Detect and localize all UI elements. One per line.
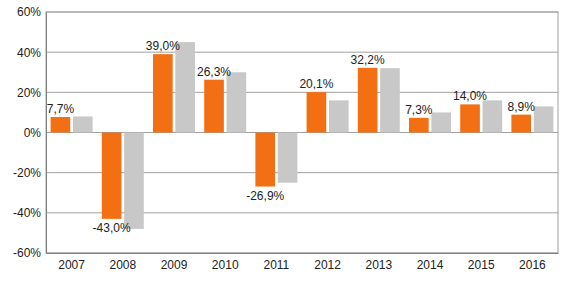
bar (51, 117, 71, 132)
bar (278, 133, 298, 183)
grid-line (46, 52, 558, 53)
x-tick-label: 2015 (468, 258, 495, 272)
x-tick: 2008 (109, 253, 136, 272)
bar (409, 118, 429, 133)
bar (511, 115, 531, 133)
bar (73, 116, 93, 132)
data-label: -43,0% (93, 221, 131, 235)
y-tick: 60% (17, 5, 46, 19)
x-tick-label: 2008 (109, 258, 136, 272)
grid-line (46, 172, 558, 173)
y-axis-line (46, 13, 47, 254)
y-tick: -40% (13, 206, 46, 220)
y-tick-label: -40% (13, 206, 41, 220)
bar (153, 54, 173, 132)
x-tick: 2007 (58, 253, 85, 272)
x-tick: 2012 (314, 253, 341, 272)
x-tick-label: 2010 (212, 258, 239, 272)
bar (175, 42, 195, 132)
data-label: 26,3% (197, 65, 231, 79)
bar (102, 133, 122, 219)
bar (307, 92, 327, 132)
data-label: 14,0% (453, 89, 487, 103)
y-tick: -20% (13, 166, 46, 180)
y-tick-label: 0% (24, 126, 42, 140)
bar (255, 133, 275, 187)
data-label: 32,2% (351, 53, 385, 67)
y-tick: 0% (24, 126, 46, 140)
x-tick: 2011 (263, 253, 289, 272)
data-label: 39,0% (146, 39, 180, 53)
grid-line (46, 212, 558, 213)
x-tick-label: 2014 (417, 258, 444, 272)
y-axis: -60% -40% -20% 0% 20% 40% 60% (13, 5, 47, 260)
x-tick: 2014 (417, 253, 444, 272)
y-tick-label: 60% (17, 5, 41, 19)
x-tick-label: 2007 (58, 258, 85, 272)
bars (51, 42, 554, 229)
data-label: 7,3% (405, 103, 433, 117)
x-tick: 2009 (161, 253, 188, 272)
bar (358, 68, 378, 133)
y-tick-label: 20% (17, 86, 41, 100)
data-label: 8,9% (508, 100, 536, 114)
y-tick-label: -60% (13, 246, 41, 260)
x-tick-label: 2009 (161, 258, 188, 272)
y-tick: 20% (17, 86, 46, 100)
x-axis-line (47, 253, 559, 254)
data-label: 7,7% (47, 102, 75, 116)
x-tick: 2015 (468, 253, 495, 272)
bar (329, 100, 349, 132)
data-label: 20,1% (299, 77, 333, 91)
y-tick-label: -20% (13, 166, 41, 180)
bar (483, 100, 503, 132)
bar (227, 72, 247, 132)
x-tick-label: 2016 (519, 258, 546, 272)
bar (380, 68, 400, 132)
x-tick-label: 2012 (314, 258, 341, 272)
plot-frame (46, 12, 558, 253)
bar (204, 80, 224, 133)
chart: -60%-40%-20%0%20%40%60%20072008200920102… (0, 0, 570, 285)
data-labels: 7,7% -43,0% 39,0% 26,3% -26,9% 20,1% 32,2% 7,3%… (47, 39, 535, 235)
x-tick: 2010 (212, 253, 239, 272)
grid-line (46, 132, 558, 133)
grid (46, 12, 558, 253)
x-tick-label: 2013 (365, 258, 392, 272)
y-tick: 40% (17, 46, 46, 60)
plot: -60%-40%-20%0%20%40%60%20072008200920102… (13, 5, 559, 271)
x-tick: 2016 (519, 253, 546, 272)
bar (431, 112, 451, 132)
bar (534, 106, 554, 132)
y-tick-label: 40% (17, 46, 41, 60)
bar (460, 104, 480, 132)
x-tick-label: 2011 (263, 258, 289, 272)
data-label: -26,9% (246, 189, 284, 203)
bar (124, 133, 144, 229)
x-axis: 2007 2008 2009 2010 2011 2012 2013 2014 2015 2016 (47, 253, 559, 272)
x-tick: 2013 (365, 253, 392, 272)
y-tick: -60% (13, 246, 46, 260)
